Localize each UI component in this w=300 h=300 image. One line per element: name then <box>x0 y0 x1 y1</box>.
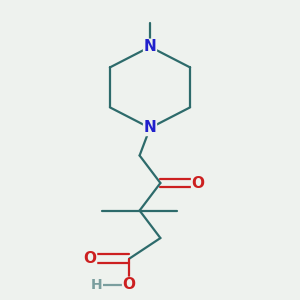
Text: N: N <box>144 121 156 136</box>
Text: H: H <box>91 278 102 292</box>
Text: O: O <box>83 251 97 266</box>
Text: O: O <box>123 278 136 292</box>
Text: N: N <box>144 39 156 54</box>
Text: O: O <box>192 176 205 190</box>
